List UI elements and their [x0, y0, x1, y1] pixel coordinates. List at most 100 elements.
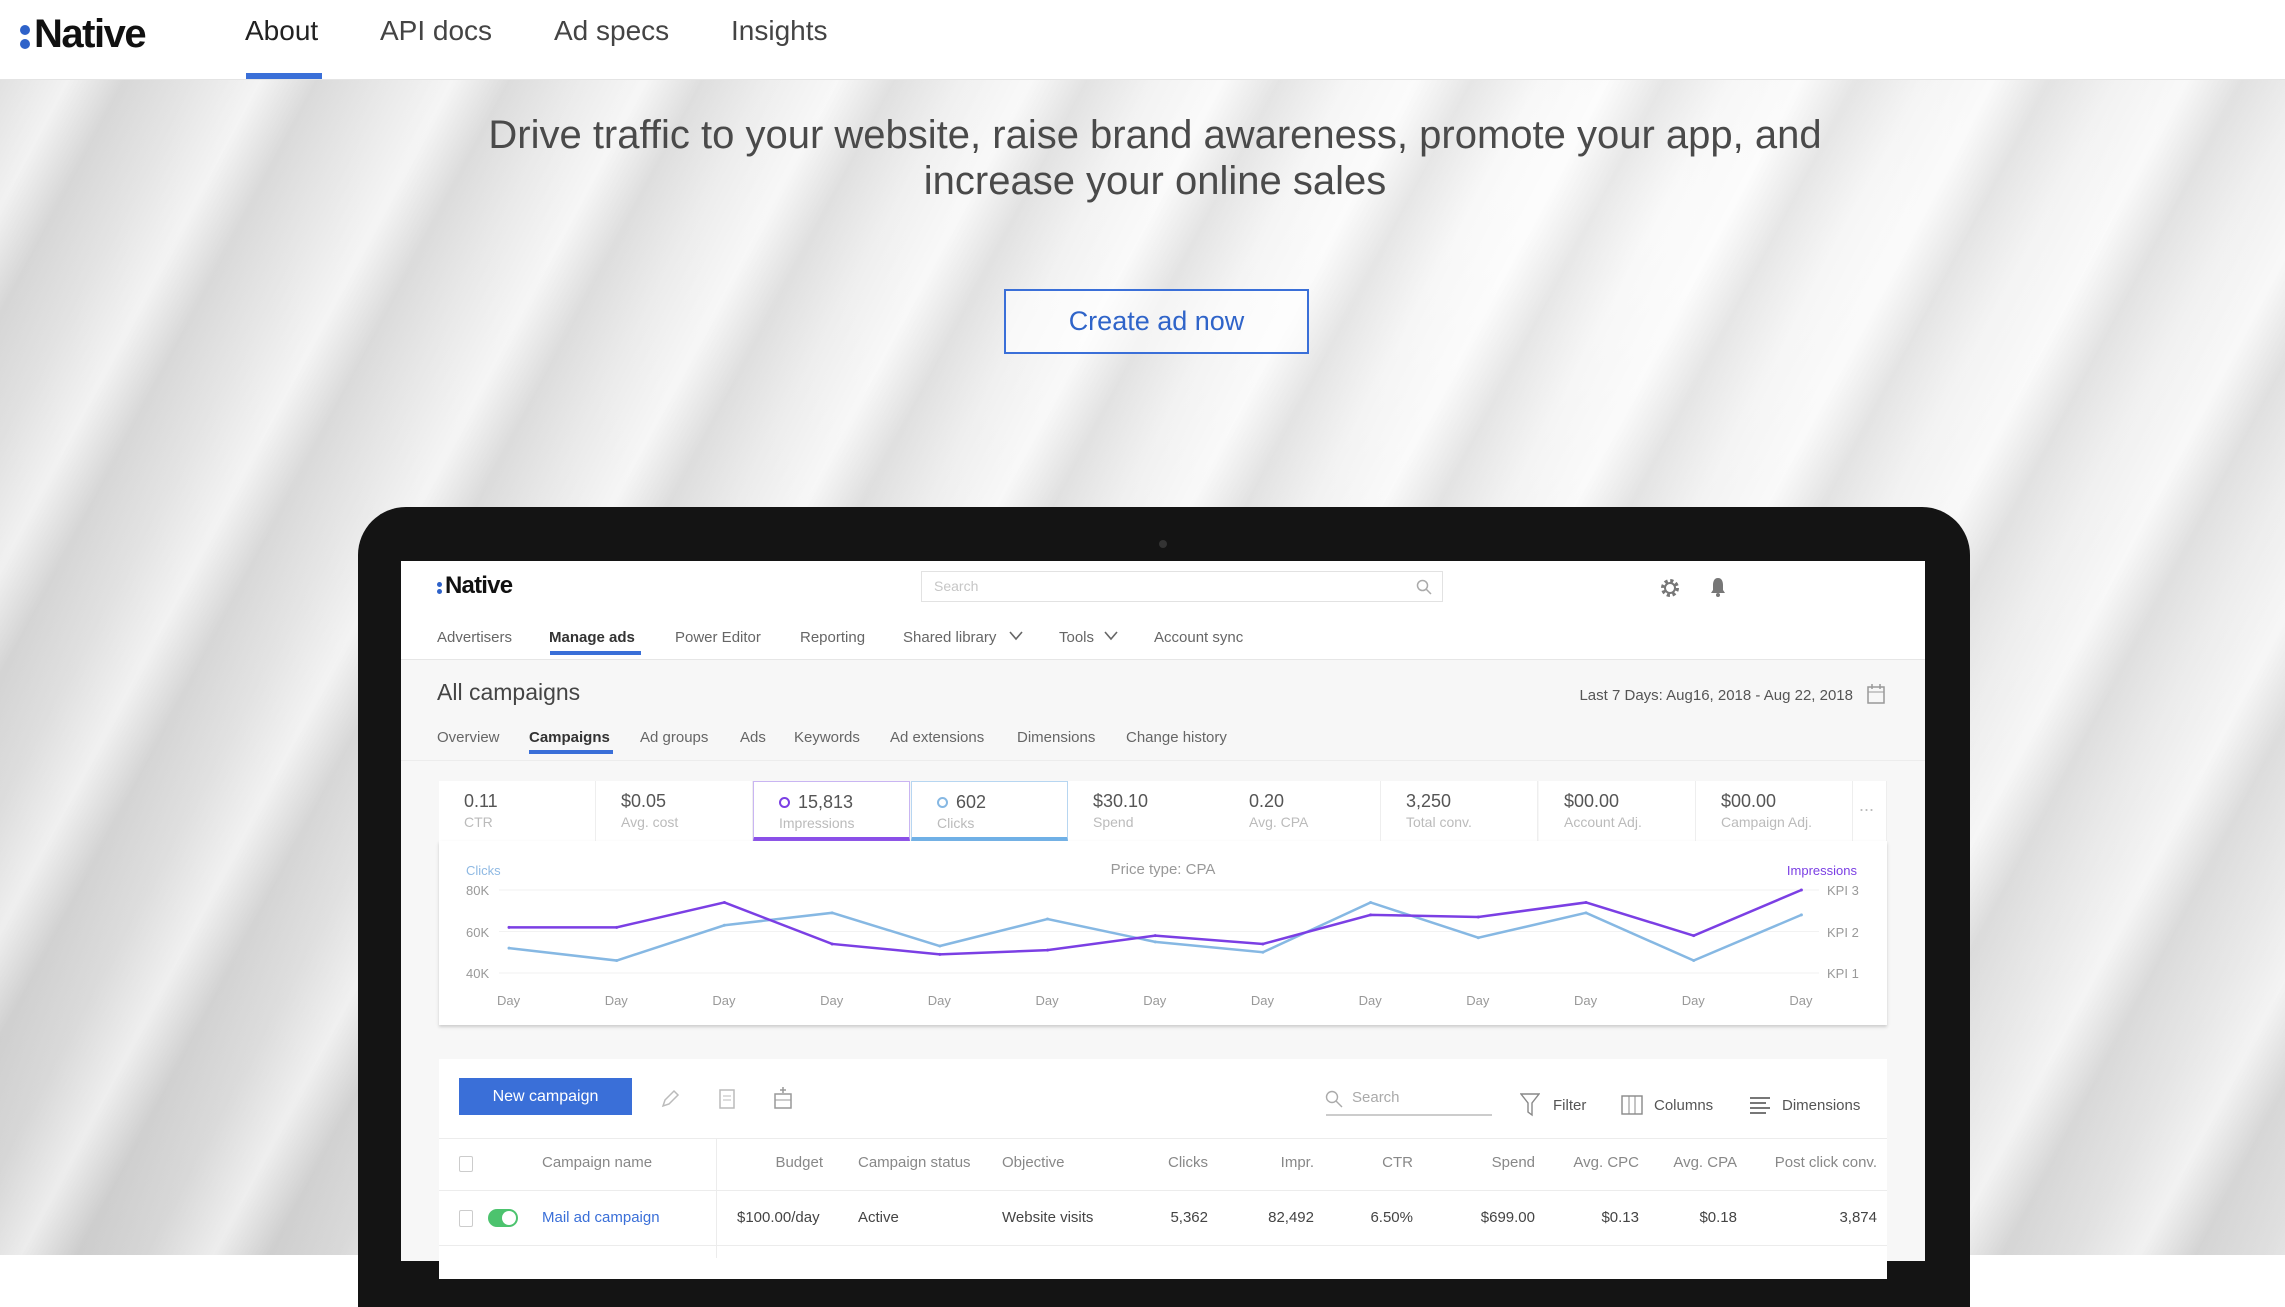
- col-post-click-conv[interactable]: Post click conv.: [1774, 1154, 1877, 1171]
- col-clicks[interactable]: Clicks: [1168, 1154, 1208, 1171]
- metric-value: 0.20: [1249, 791, 1285, 811]
- filter-button[interactable]: Filter: [1553, 1097, 1587, 1114]
- campaign-toggle[interactable]: [488, 1209, 518, 1227]
- app-nav-manage-ads[interactable]: Manage ads: [549, 629, 635, 646]
- x-tick-label: Day: [1250, 993, 1275, 1008]
- col-campaign-name[interactable]: Campaign name: [542, 1154, 653, 1171]
- nav-ad-specs[interactable]: Ad specs: [554, 15, 670, 46]
- chart-title: Price type: CPA: [1110, 861, 1216, 878]
- headline-line-1: Drive traffic to your website, raise bra…: [488, 113, 1822, 157]
- column-divider: [716, 1138, 717, 1258]
- bell-icon[interactable]: [1709, 576, 1727, 598]
- metric-label: Avg. cost: [621, 814, 679, 830]
- metric-account-adj[interactable]: $00.00 Account Adj.: [1539, 781, 1696, 841]
- metric-spend[interactable]: $30.10 Spend: [1068, 781, 1225, 841]
- hero-headline: Drive traffic to your website, raise bra…: [300, 112, 2010, 204]
- metric-label: Campaign Adj.: [1721, 814, 1813, 830]
- cell-avg-cpa: $0.18: [1699, 1209, 1737, 1226]
- tab-ad-extensions[interactable]: Ad extensions: [890, 729, 985, 746]
- date-range[interactable]: Last 7 Days: Aug16, 2018 - Aug 22, 2018: [1579, 687, 1853, 704]
- app-search-placeholder: Search: [934, 578, 979, 594]
- y-tick-left: 40K: [466, 966, 490, 981]
- search-icon: [1325, 1090, 1343, 1108]
- columns-icon[interactable]: [1621, 1095, 1643, 1115]
- data-point-clicks: [938, 944, 942, 948]
- app-nav-reporting[interactable]: Reporting: [800, 629, 866, 646]
- metric-value: $30.10: [1093, 791, 1149, 811]
- nav-insights[interactable]: Insights: [731, 15, 828, 46]
- tab-overview[interactable]: Overview: [437, 729, 500, 746]
- tab-keywords[interactable]: Keywords: [794, 729, 860, 746]
- row-checkbox[interactable]: [459, 1210, 473, 1227]
- new-campaign-button[interactable]: New campaign: [459, 1078, 632, 1115]
- app-nav-account-sync[interactable]: Account sync: [1154, 629, 1244, 646]
- nav-about[interactable]: About: [245, 15, 319, 46]
- dimensions-button[interactable]: Dimensions: [1782, 1097, 1861, 1114]
- app-nav-power-editor[interactable]: Power Editor: [675, 629, 761, 646]
- app-nav-indicator: [550, 651, 641, 655]
- site-header: Native About API docs Ad specs Insights: [0, 0, 2285, 80]
- select-all-checkbox[interactable]: [459, 1156, 473, 1172]
- data-point-impressions: [938, 952, 942, 956]
- app-logo: Native: [437, 572, 513, 600]
- col-ctr[interactable]: CTR: [1382, 1154, 1413, 1171]
- cell-clicks: 5,362: [1170, 1209, 1208, 1226]
- camera-icon: [1159, 540, 1167, 548]
- calendar-icon[interactable]: [1867, 684, 1885, 704]
- line-chart: [499, 888, 1819, 974]
- tab-dimensions[interactable]: Dimensions: [1017, 729, 1096, 746]
- metric-campaign-adj[interactable]: $00.00 Campaign Adj.: [1696, 781, 1853, 841]
- metric-clicks[interactable]: 602 Clicks: [911, 781, 1068, 841]
- gear-icon[interactable]: [1659, 577, 1681, 599]
- metric-avg-cpa[interactable]: 0.20 Avg. CPA: [1224, 781, 1381, 841]
- tab-ad-groups[interactable]: Ad groups: [640, 729, 709, 746]
- col-objective[interactable]: Objective: [1002, 1154, 1065, 1171]
- tab-change-history[interactable]: Change history: [1126, 729, 1227, 746]
- x-tick-label: Day: [497, 993, 521, 1008]
- tab-ads[interactable]: Ads: [740, 729, 766, 746]
- site-logo[interactable]: Native: [20, 12, 147, 57]
- dimensions-icon[interactable]: [1749, 1095, 1771, 1115]
- metric-value: 15,813: [798, 792, 854, 812]
- edit-icon[interactable]: [659, 1088, 681, 1110]
- app-nav-shared-library[interactable]: Shared library: [903, 629, 997, 646]
- table-search-input[interactable]: Search: [1352, 1089, 1400, 1106]
- col-spend[interactable]: Spend: [1491, 1154, 1535, 1171]
- metric-total-conv[interactable]: 3,250 Total conv.: [1381, 781, 1538, 841]
- search-icon: [1416, 579, 1432, 595]
- data-point-clicks: [1153, 940, 1157, 944]
- col-avg-cpa[interactable]: Avg. CPA: [1673, 1154, 1737, 1171]
- metric-value: $00.00: [1721, 791, 1777, 811]
- tab-active-indicator: [529, 750, 613, 754]
- col-impr[interactable]: Impr.: [1280, 1154, 1314, 1171]
- copy-icon[interactable]: [716, 1088, 738, 1110]
- schedule-icon[interactable]: [772, 1086, 794, 1110]
- data-point-clicks: [1584, 911, 1588, 915]
- table-divider: [439, 1245, 1887, 1246]
- tab-campaigns[interactable]: Campaigns: [529, 729, 610, 746]
- metric-avg-cost[interactable]: $0.05 Avg. cost: [596, 781, 753, 841]
- metric-ctr[interactable]: 0.11 CTR: [439, 781, 596, 841]
- metric-impressions[interactable]: 15,813 Impressions: [753, 781, 910, 841]
- metrics-more-button[interactable]: ...: [1853, 781, 1887, 841]
- col-budget[interactable]: Budget: [775, 1154, 823, 1171]
- col-avg-cpc[interactable]: Avg. CPC: [1573, 1154, 1639, 1171]
- campaign-name-link[interactable]: Mail ad campaign: [542, 1209, 660, 1226]
- app-nav-advertisers[interactable]: Advertisers: [437, 629, 513, 646]
- data-point-clicks: [1476, 936, 1480, 940]
- nav-active-indicator: [246, 73, 322, 79]
- y-tick-right: KPI 1: [1827, 966, 1859, 981]
- cell-post-click-conv: 3,874: [1839, 1209, 1877, 1226]
- page-title: All campaigns: [437, 679, 581, 705]
- y-tick-right: KPI 2: [1827, 925, 1859, 940]
- app-search-input[interactable]: Search: [921, 571, 1443, 602]
- create-ad-button[interactable]: Create ad now: [1004, 289, 1309, 354]
- metric-label: Clicks: [937, 815, 975, 831]
- nav-api-docs[interactable]: API docs: [380, 15, 493, 46]
- col-campaign-status[interactable]: Campaign status: [858, 1154, 971, 1171]
- x-tick-label: Day: [1789, 993, 1813, 1008]
- search-underline: [1326, 1114, 1492, 1116]
- app-nav-tools[interactable]: Tools: [1059, 629, 1095, 646]
- columns-button[interactable]: Columns: [1654, 1097, 1714, 1114]
- filter-icon[interactable]: [1520, 1093, 1540, 1117]
